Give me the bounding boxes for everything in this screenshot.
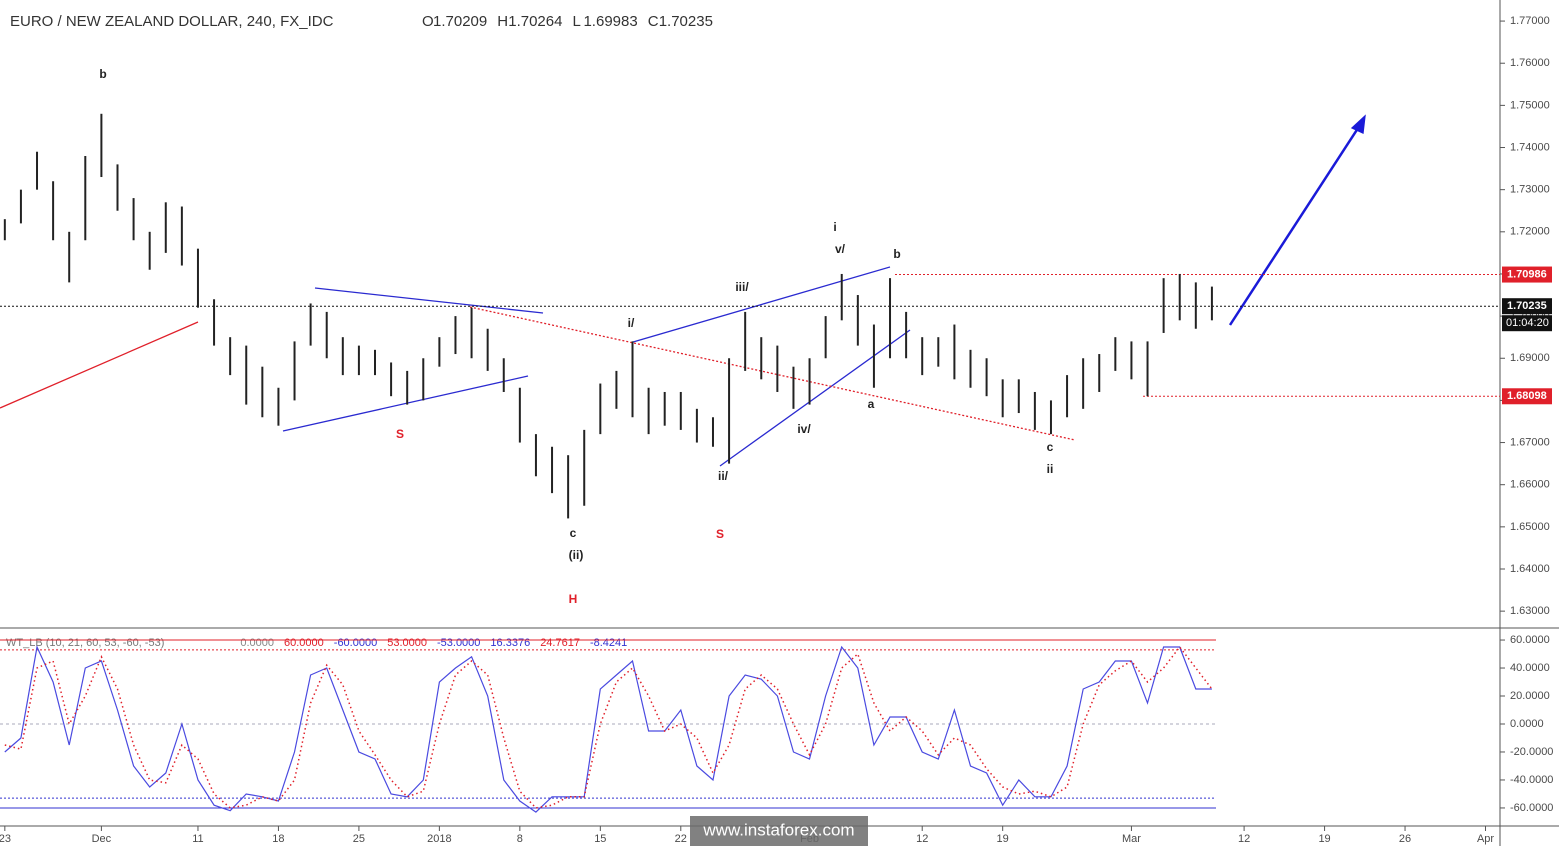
wave-label: ii <box>1047 462 1054 476</box>
trendline <box>0 321 199 409</box>
wave-label: v/ <box>835 242 846 256</box>
wave-label: c <box>570 526 577 540</box>
price-level-box <box>1502 388 1552 405</box>
y-tick-label: -60.0000 <box>1510 802 1553 814</box>
ohlc-label: C <box>648 13 659 30</box>
wave-label: c <box>1047 440 1054 454</box>
countdown-label: 01:04:20 <box>1506 317 1549 329</box>
y-tick-label: 0.0000 <box>1510 718 1544 730</box>
indicator-line <box>4 645 1213 809</box>
price-level-label: 1.68098 <box>1507 390 1547 402</box>
indicator-line <box>4 645 1212 813</box>
ohlc-value: 1.70235 <box>659 13 713 30</box>
wave-label: a <box>868 397 875 411</box>
y-tick-label: 1.75000 <box>1510 99 1550 111</box>
watermark: www.instaforex.com <box>702 820 854 839</box>
y-tick-label: 1.77000 <box>1510 15 1550 27</box>
y-tick-label: 1.64000 <box>1510 563 1550 575</box>
price-level-box <box>1502 298 1552 315</box>
indicator-value: 0.0000 <box>240 637 274 649</box>
price-level-label: 1.70235 <box>1507 300 1547 312</box>
y-tick-label: -20.0000 <box>1510 746 1553 758</box>
price-level-label: 1.70986 <box>1507 268 1547 280</box>
trendline <box>314 287 544 314</box>
x-tick-label: 12 <box>1238 833 1250 845</box>
wave-label: ii/ <box>718 469 729 483</box>
x-tick-label: 11 <box>192 833 203 845</box>
indicator-value: 53.0000 <box>387 637 427 649</box>
x-tick-label: Apr <box>1477 833 1494 845</box>
indicator-title: WT_LB (10, 21, 60, 53, -60, -53) <box>6 637 164 649</box>
x-tick-label: 19 <box>997 833 1009 845</box>
trendline <box>282 375 529 432</box>
trendline <box>469 306 1076 441</box>
x-tick-label: Mar <box>1122 833 1141 845</box>
y-tick-label: 20.0000 <box>1510 690 1550 702</box>
x-tick-label: 12 <box>916 833 928 845</box>
y-tick-label: 1.76000 <box>1510 57 1550 69</box>
price-level-box <box>1502 266 1552 283</box>
wave-label: i/ <box>628 316 635 330</box>
indicator-value: -53.0000 <box>437 637 480 649</box>
ohlc-label: O <box>422 13 434 30</box>
x-tick-label: 22 <box>675 833 687 845</box>
indicator-value: 24.7617 <box>540 637 580 649</box>
x-tick-label: 23 <box>0 833 11 845</box>
y-tick-label: 1.69000 <box>1510 352 1550 364</box>
y-tick-label: 1.73000 <box>1510 184 1550 196</box>
trendline <box>632 266 891 343</box>
wave-label: (ii) <box>569 548 584 562</box>
y-tick-label: 60.0000 <box>1510 634 1550 646</box>
x-tick-label: 25 <box>353 833 365 845</box>
indicator-value: -60.0000 <box>334 637 377 649</box>
wave-label: S <box>396 427 404 441</box>
y-tick-label: 1.65000 <box>1510 521 1550 533</box>
wave-label: iv/ <box>797 422 811 436</box>
x-tick-label: Dec <box>92 833 112 845</box>
y-tick-label: 1.63000 <box>1510 605 1550 617</box>
ohlc-label: H <box>497 13 508 30</box>
countdown-box <box>1502 315 1552 332</box>
ohlc-value: 1.69983 <box>583 13 637 30</box>
y-tick-label: -40.0000 <box>1510 774 1553 786</box>
drawings <box>0 114 1366 467</box>
wave-label: i <box>833 220 836 234</box>
x-tick-label: 26 <box>1399 833 1411 845</box>
y-tick-label: 40.0000 <box>1510 662 1550 674</box>
indicator-value: 16.3376 <box>490 637 530 649</box>
watermark-bg <box>690 816 868 846</box>
trendline <box>719 329 911 467</box>
x-tick-label: 18 <box>272 833 284 845</box>
x-tick-label: 8 <box>517 833 523 845</box>
ohlc-value: 1.70209 <box>433 13 487 30</box>
y-tick-label: 1.67000 <box>1510 436 1550 448</box>
ohlc-value: 1.70264 <box>508 13 562 30</box>
x-tick-label: 15 <box>594 833 606 845</box>
wave-label: H <box>569 592 578 606</box>
wave-label: iii/ <box>735 280 749 294</box>
indicator-value: -8.4241 <box>590 637 627 649</box>
indicator-value: 60.0000 <box>284 637 324 649</box>
x-tick-label: 19 <box>1318 833 1330 845</box>
wave-label: b <box>99 67 106 81</box>
x-tick-label: 2018 <box>427 833 451 845</box>
y-tick-label: 1.72000 <box>1510 226 1550 238</box>
arrow <box>1228 121 1364 326</box>
ohlc-label: L <box>572 13 580 30</box>
y-tick-label: 1.66000 <box>1510 479 1550 491</box>
wave-label: b <box>893 247 900 261</box>
arrow-head <box>1350 114 1366 134</box>
wave-label: S <box>716 527 724 541</box>
y-tick-label: 1.74000 <box>1510 141 1550 153</box>
symbol-title: EURO / NEW ZEALAND DOLLAR, 240, FX_IDC <box>10 13 334 30</box>
